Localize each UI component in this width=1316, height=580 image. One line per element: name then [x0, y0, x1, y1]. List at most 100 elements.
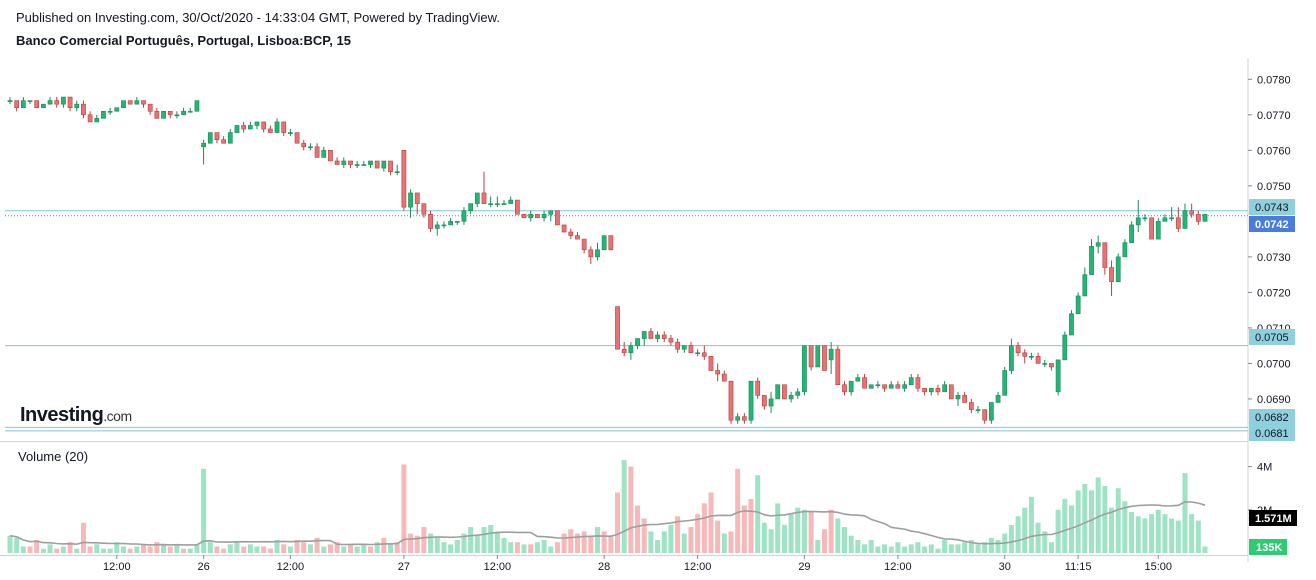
candle	[341, 157, 347, 169]
candle-body	[381, 160, 387, 169]
volume-bar	[728, 531, 734, 553]
candle	[1202, 213, 1208, 222]
candle-body	[201, 142, 206, 148]
volume-bar	[341, 546, 347, 553]
volume-bar	[628, 466, 634, 553]
candle-body	[768, 398, 774, 407]
volume-bar	[975, 544, 981, 553]
volume-bar	[688, 527, 694, 553]
candle	[461, 207, 467, 225]
volume-bar	[755, 475, 761, 553]
candle-body	[581, 238, 587, 251]
volume-bar	[821, 529, 827, 553]
candle	[334, 157, 340, 165]
candle	[1089, 239, 1094, 275]
candle-body	[728, 380, 734, 421]
volume-bar	[741, 505, 747, 553]
candle-body	[314, 146, 320, 158]
candle	[775, 384, 781, 400]
candle-body	[241, 125, 247, 130]
candle-body	[782, 384, 787, 400]
volume-bar	[815, 540, 821, 553]
volume-bar	[221, 548, 227, 553]
candle	[1109, 260, 1114, 296]
volume-bar	[74, 548, 80, 553]
candle-body	[955, 395, 961, 400]
price-tag-label: 0.0742	[1255, 219, 1289, 231]
candle-body	[341, 160, 347, 165]
candle	[728, 380, 734, 424]
candle-body	[20, 100, 26, 109]
candle-body	[681, 345, 687, 350]
candle-body	[1035, 356, 1041, 364]
volume-bar	[594, 527, 600, 553]
candle	[254, 121, 260, 130]
candle-body	[648, 331, 654, 339]
candle	[975, 406, 981, 414]
candle	[962, 391, 968, 403]
volume-bar	[261, 546, 267, 553]
volume-bar	[855, 540, 861, 553]
candle-body	[595, 249, 600, 258]
volume-bar	[801, 509, 807, 553]
candle	[154, 107, 160, 119]
candle	[621, 342, 627, 357]
candle	[988, 402, 994, 424]
volume-bar	[768, 529, 774, 553]
candle-body	[521, 213, 527, 219]
volume-bar	[928, 544, 934, 553]
candle	[388, 160, 393, 176]
candle-body	[541, 213, 547, 219]
candle	[855, 374, 861, 382]
candle-body	[1135, 217, 1141, 226]
candle	[474, 192, 480, 208]
candle-body	[1089, 245, 1094, 275]
candle	[207, 132, 213, 144]
candle	[635, 338, 640, 350]
candle	[782, 384, 787, 400]
candle	[835, 345, 841, 386]
candle	[755, 377, 761, 399]
volume-bar	[47, 544, 53, 553]
candle-body	[227, 132, 233, 144]
candle-body	[515, 199, 520, 215]
volume-bar	[841, 527, 848, 553]
price-tick-label: 0.0760	[1257, 145, 1291, 157]
candle-body	[7, 100, 13, 102]
candle	[515, 199, 520, 215]
volume-bar	[1169, 518, 1175, 553]
volume-bar	[761, 522, 767, 553]
candle	[1102, 242, 1108, 275]
volume-bar	[294, 540, 300, 553]
volume-bar	[668, 524, 674, 553]
candle	[494, 196, 500, 208]
volume-bar	[274, 540, 280, 553]
candle	[601, 235, 607, 251]
volume-bar	[1095, 477, 1101, 553]
volume-bar	[908, 544, 914, 553]
candle-body	[441, 224, 447, 227]
time-tick-label: 11:15	[1065, 561, 1092, 573]
volume-bar	[448, 544, 454, 553]
candle	[902, 381, 907, 392]
candle	[661, 331, 667, 343]
candle-body	[675, 341, 680, 350]
candle	[995, 391, 1001, 403]
candle-body	[888, 384, 894, 389]
candle	[528, 210, 534, 222]
volume-bar	[635, 505, 641, 553]
volume-bar	[147, 546, 153, 553]
volume-bar	[601, 531, 607, 553]
candle	[768, 391, 774, 414]
volume-bar	[114, 542, 120, 553]
candle	[588, 246, 594, 264]
volume-bar	[1089, 490, 1095, 553]
volume-bar	[621, 460, 627, 553]
candle	[575, 232, 580, 240]
candle-body	[154, 110, 160, 119]
volume-bar	[161, 544, 167, 553]
candle-body	[308, 146, 313, 149]
candle	[61, 96, 66, 108]
price-tick-label: 0.0750	[1257, 181, 1291, 193]
